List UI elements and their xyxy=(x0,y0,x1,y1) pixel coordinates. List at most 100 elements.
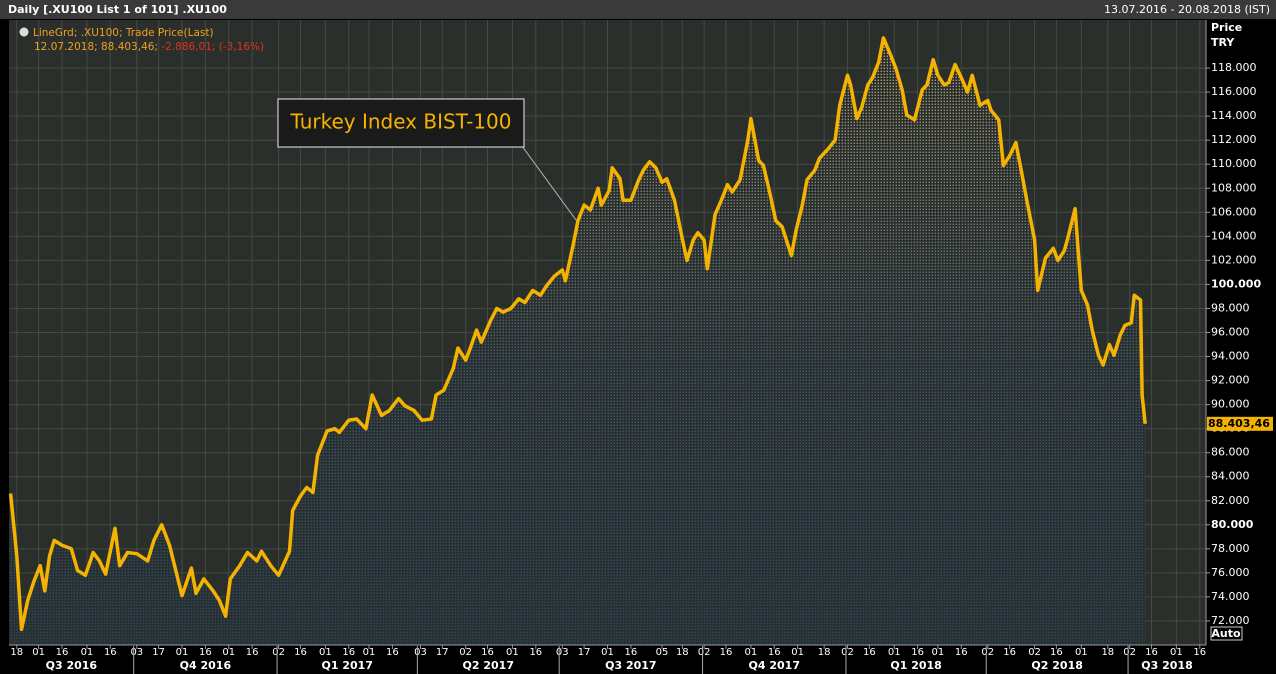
quarter-label: Q2 2018 xyxy=(1031,659,1082,672)
x-tick-label: 02 xyxy=(1028,647,1041,658)
x-tick-label: 02 xyxy=(1123,647,1136,658)
x-tick-label: 01 xyxy=(81,647,94,658)
x-tick-label: 05 xyxy=(656,647,669,658)
x-tick-label: 01 xyxy=(319,647,332,658)
x-tick-label: 01 xyxy=(1075,647,1088,658)
x-tick-label: 01 xyxy=(1170,647,1183,658)
legend-date-price: 12.07.2018; 88.403,46; xyxy=(34,41,158,53)
annotation-leader xyxy=(521,145,577,221)
x-tick-label: 16 xyxy=(199,647,212,658)
last-price-tag xyxy=(1207,416,1273,431)
x-tick-label: 01 xyxy=(32,647,45,658)
x-tick-label: 01 xyxy=(888,647,901,658)
x-tick-label: 17 xyxy=(578,647,591,658)
x-tick-label: 18 xyxy=(1101,647,1114,658)
y-axis-unit: TRY xyxy=(1211,36,1235,49)
x-tick-label: 01 xyxy=(176,647,189,658)
x-tick-label: 16 xyxy=(294,647,307,658)
legend-last-value: 12.07.2018; 88.403,46; -2.886,01; (-3,16… xyxy=(34,41,264,53)
y-tick-label: 112.000 xyxy=(1211,133,1257,146)
quarter-label: Q2 2017 xyxy=(463,659,514,672)
x-tick-label: 18 xyxy=(10,647,23,658)
x-tick-label: 16 xyxy=(56,647,69,658)
x-tick-label: 16 xyxy=(955,647,968,658)
quarter-label: Q3 2018 xyxy=(1141,659,1192,672)
x-tick-label: 16 xyxy=(720,647,733,658)
y-tick-label: 76.000 xyxy=(1211,566,1250,579)
x-tick-label: 02 xyxy=(698,647,711,658)
y-tick-label: 114.000 xyxy=(1211,109,1257,122)
x-tick-label: 02 xyxy=(981,647,994,658)
y-tick-label: 84.000 xyxy=(1211,470,1250,483)
y-axis-title: Price xyxy=(1211,21,1242,34)
quarter-label: Q1 2018 xyxy=(890,659,941,672)
last-price-label: 88.403,46 xyxy=(1208,417,1270,430)
x-tick-label: 16 xyxy=(386,647,399,658)
annotation-box xyxy=(277,98,525,148)
y-tick-label: 72.000 xyxy=(1211,614,1250,627)
quarter-label: Q4 2016 xyxy=(180,659,232,672)
x-tick-label: 01 xyxy=(745,647,758,658)
y-tick-label: 86.000 xyxy=(1211,446,1250,459)
x-tick-label: 16 xyxy=(1050,647,1063,658)
header-bar xyxy=(0,0,1276,19)
x-tick-label: 01 xyxy=(791,647,804,658)
x-tick-label: 16 xyxy=(1003,647,1016,658)
header-range: 13.07.2016 - 20.08.2018 (IST) xyxy=(1104,3,1270,16)
x-tick-label: 02 xyxy=(841,647,854,658)
x-tick-label: 02 xyxy=(272,647,285,658)
header-title: Daily [.XU100 List 1 of 101] .XU100 xyxy=(8,3,227,16)
x-tick-label: 16 xyxy=(104,647,117,658)
y-tick-label: 92.000 xyxy=(1211,374,1250,387)
x-tick-label: 16 xyxy=(863,647,876,658)
y-tick-label: 74.000 xyxy=(1211,590,1250,603)
y-tick-label: 100.000 xyxy=(1211,277,1261,290)
x-tick-label: 16 xyxy=(911,647,924,658)
area-dots xyxy=(10,38,1146,645)
y-tick-label: 104.000 xyxy=(1211,229,1257,242)
x-tick-label: 17 xyxy=(436,647,449,658)
x-tick-label: 03 xyxy=(130,647,143,658)
quarter-label: Q3 2016 xyxy=(46,659,98,672)
x-tick-label: 16 xyxy=(246,647,259,658)
auto-button[interactable] xyxy=(1210,626,1243,641)
y-tick-label: 82.000 xyxy=(1211,494,1250,507)
quarter-label: Q1 2017 xyxy=(321,659,372,672)
x-tick-label: 01 xyxy=(932,647,945,658)
x-tick-label: 17 xyxy=(152,647,165,658)
x-tick-label: 16 xyxy=(342,647,355,658)
y-tick-label: 106.000 xyxy=(1211,205,1257,218)
x-tick-label: 18 xyxy=(676,647,689,658)
x-tick-label: 16 xyxy=(1193,647,1206,658)
x-tick-label: 16 xyxy=(625,647,638,658)
y-tick-label: 102.000 xyxy=(1211,253,1257,266)
y-tick-label: 108.000 xyxy=(1211,181,1257,194)
y-tick-label: 110.000 xyxy=(1211,157,1257,170)
legend-change: -2.886,01; (-3,16%) xyxy=(161,41,264,53)
y-tick-label: 94.000 xyxy=(1211,350,1250,363)
legend-entry: LineGrd; .XU100; Trade Price(Last) xyxy=(33,27,214,39)
x-tick-label: 01 xyxy=(601,647,614,658)
x-tick-label: 01 xyxy=(222,647,235,658)
y-tick-label: 118.000 xyxy=(1211,61,1257,74)
price-line xyxy=(8,36,1147,632)
x-tick-label: 01 xyxy=(363,647,376,658)
quarter-label: Q3 2017 xyxy=(605,659,656,672)
x-tick-label: 16 xyxy=(481,647,494,658)
legend-icon xyxy=(19,27,29,37)
x-tick-label: 18 xyxy=(818,647,831,658)
y-tick-label: 90.000 xyxy=(1211,398,1250,411)
y-tick-label: 96.000 xyxy=(1211,326,1250,339)
y-tick-label: 116.000 xyxy=(1211,85,1257,98)
y-tick-label: 80.000 xyxy=(1211,518,1254,531)
y-tick-label: 98.000 xyxy=(1211,301,1250,314)
y-tick-label: 78.000 xyxy=(1211,542,1250,555)
x-tick-label: 16 xyxy=(768,647,781,658)
x-tick-label: 16 xyxy=(1145,647,1158,658)
auto-button-label[interactable]: Auto xyxy=(1211,627,1241,640)
annotation: Turkey Index BIST-100 xyxy=(290,110,512,134)
x-tick-label: 03 xyxy=(556,647,569,658)
x-tick-label: 02 xyxy=(459,647,472,658)
quarter-label: Q4 2017 xyxy=(749,659,800,672)
